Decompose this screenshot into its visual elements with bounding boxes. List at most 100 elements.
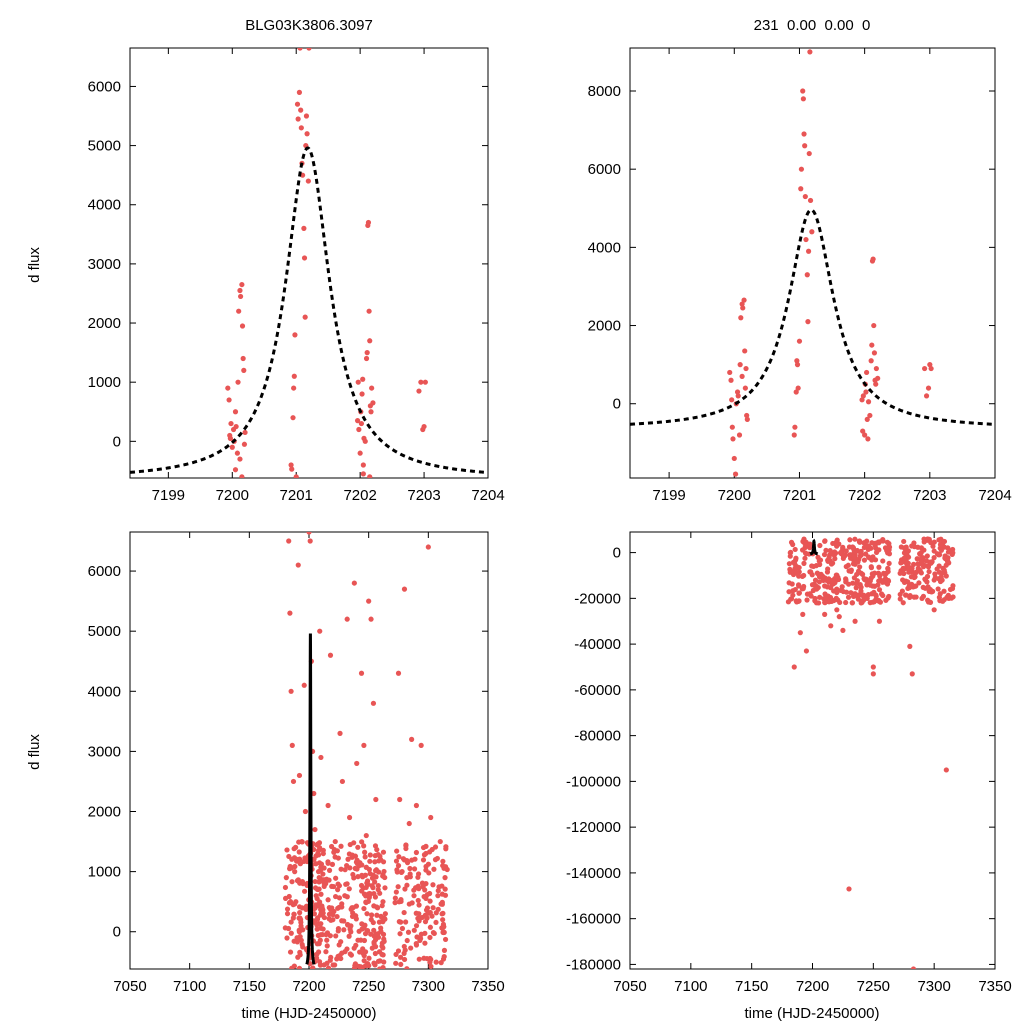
data-point [404,860,411,866]
data-point [869,571,875,577]
data-point [911,561,917,567]
data-point [416,388,422,394]
data-point [297,949,303,955]
data-point [939,570,945,576]
data-point [379,940,385,946]
data-point [741,297,747,303]
data-point [360,462,366,468]
data-point [812,595,818,602]
data-point [397,954,404,960]
data-point [365,960,371,967]
panel-bottom-left: 7050 7100 7150 7200 7250 7300 7350 0 1000 2000 300… [88,531,505,995]
data-point [796,338,803,344]
data-point [320,910,326,916]
data-point [802,555,808,561]
x-tick-label: 7350 [978,978,1011,995]
data-point [370,400,376,406]
data-point [346,886,352,892]
data-point [318,921,324,927]
data-point [408,945,414,951]
data-point [320,871,326,877]
data-point [936,563,942,569]
data-point [363,899,369,906]
data-point [443,846,449,852]
data-point [870,664,876,670]
data-point [335,881,341,887]
data-point [428,963,434,969]
data-point [925,564,932,570]
data-point [880,558,886,564]
data-point [301,888,308,894]
data-point [425,544,431,550]
data-point [442,875,448,881]
data-point [861,575,867,582]
data-point [339,778,346,785]
data-point [345,922,351,928]
data-point [727,369,733,376]
data-point [338,866,344,872]
data-point [849,600,855,606]
data-point [229,444,235,450]
data-point [290,415,296,421]
data-point [282,925,288,931]
data-point [358,670,365,676]
data-point [931,577,937,583]
data-point [947,586,954,593]
data-point [403,919,409,925]
data-point [347,951,353,957]
data-point [901,538,907,545]
data-point [293,474,299,478]
data-point [421,852,428,858]
data-point [878,591,885,597]
y-tick-label: 6000 [588,161,621,178]
data-point [375,958,382,964]
data-point [802,193,808,200]
data-point [316,848,322,854]
data-point [884,539,891,545]
data-point [296,849,302,855]
data-point [348,929,354,935]
x-tick-label: 7050 [613,978,646,995]
data-point [396,899,402,905]
y-tick-label: -140000 [566,865,621,882]
model-curve [130,146,488,475]
x-tick-label: 7200 [292,978,325,995]
data-point [834,537,840,543]
data-point [868,358,874,364]
data-point [872,583,878,589]
data-point [852,618,858,624]
data-point [366,955,372,961]
data-point [373,867,380,873]
data-point [885,568,891,575]
data-point [422,940,428,946]
y-tick-label: 5000 [88,138,121,155]
data-point [432,856,439,863]
data-point [327,652,334,658]
data-point [440,858,446,864]
data-point [409,900,415,906]
data-point [916,580,922,586]
data-point [859,397,865,403]
data-point [827,548,833,554]
data-point [441,947,448,953]
data-point [368,409,374,415]
data-point [375,883,381,889]
y-tick-label: 1000 [88,864,121,881]
data-point [351,580,357,586]
x-tick-label: 7100 [173,978,206,995]
data-point [326,867,333,873]
data-point [295,116,301,122]
data-point [742,385,748,391]
data-point [239,474,245,478]
data-point [237,456,243,462]
title-left: BLG03K3806.3097 [245,17,373,34]
data-point [297,861,303,867]
x-tick-label: 7202 [848,487,881,504]
data-point [354,760,360,767]
data-point [926,569,932,575]
data-point [380,873,386,879]
data-point [300,944,306,950]
xlabel-right: time (HJD-2450000) [744,1005,879,1022]
data-point [860,428,866,434]
data-point [320,926,326,932]
